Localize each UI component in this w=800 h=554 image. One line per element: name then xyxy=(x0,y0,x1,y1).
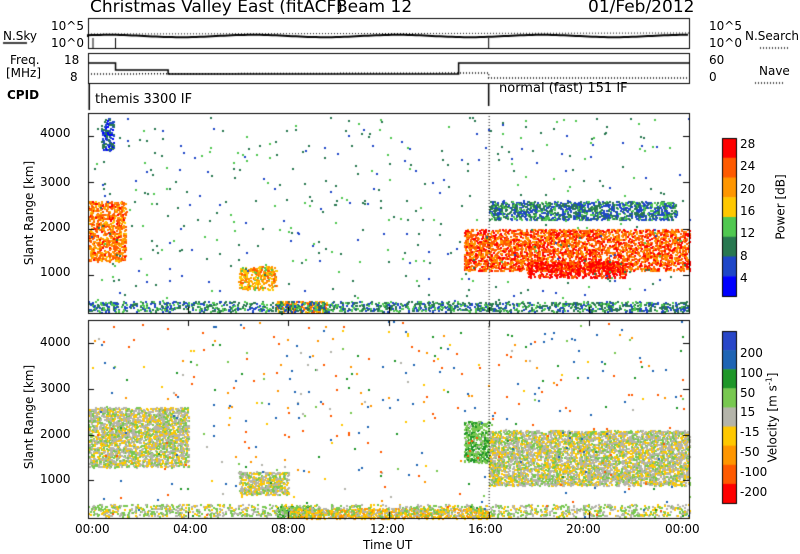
power-cbar-tick-24: 24 xyxy=(740,159,756,173)
xtick-1600: 16:00 xyxy=(468,522,503,536)
freq-label-line1: Freq. xyxy=(10,53,40,67)
power-ytick-3000: 3000 xyxy=(40,175,71,189)
freq-label-line2: [MHz] xyxy=(6,66,42,80)
velocity-cbar-tick-m15: -15 xyxy=(740,425,760,439)
velocity-cbar-tick-m50: -50 xyxy=(740,445,760,459)
freq-tick-top: 18 xyxy=(64,53,80,67)
nsearch-label: N.Search xyxy=(745,29,800,43)
velocity-ytick-2000: 2000 xyxy=(40,427,71,441)
nsky-tick-bottom: 10^0 xyxy=(51,36,84,50)
velocity-cbar-label: Velocity [m s-1] xyxy=(765,373,780,463)
xtick-0000: 00:00 xyxy=(75,522,110,536)
nave-label: Nave xyxy=(759,64,790,78)
x-axis-label: Time UT xyxy=(363,538,413,552)
velocity-ylabel: Slant Range [km] xyxy=(22,364,37,470)
velocity-cbar-tick-100: 100 xyxy=(740,366,763,380)
power-cbar-tick-4: 4 xyxy=(740,271,748,285)
velocity-cbar-tick-m200: -200 xyxy=(740,485,768,499)
velocity-ytick-1000: 1000 xyxy=(40,472,71,486)
power-ytick-1000: 1000 xyxy=(40,265,71,279)
power-cbar-tick-20: 20 xyxy=(740,182,756,196)
velocity-cbar-label-main: Velocity [m s xyxy=(765,385,780,463)
xtick-2000: 20:00 xyxy=(566,522,601,536)
nsky-label: N.Sky xyxy=(3,29,38,43)
nave-tick-bottom: 0 xyxy=(709,70,717,84)
velocity-cbar-tick-15: 15 xyxy=(740,405,756,419)
power-cbar-tick-28: 28 xyxy=(740,137,756,151)
nsearch-tick-bottom: 10^0 xyxy=(709,36,742,50)
power-ytick-2000: 2000 xyxy=(40,220,71,234)
nsky-tick-top: 10^5 xyxy=(51,19,84,33)
plot-title: Christmas Valley East (fitACF) xyxy=(90,0,343,17)
velocity-cbar-tick-50: 50 xyxy=(740,386,756,400)
velocity-ytick-3000: 3000 xyxy=(40,381,71,395)
power-cbar-tick-12: 12 xyxy=(740,226,756,240)
xtick-2400: 00:00 xyxy=(665,522,700,536)
cpid-label: CPID xyxy=(7,88,40,102)
xtick-0800: 08:00 xyxy=(271,522,306,536)
xtick-1200: 12:00 xyxy=(370,522,405,536)
cpid-normal: normal (fast) 151 IF xyxy=(499,81,628,96)
cpid-themis: themis 3300 IF xyxy=(95,92,193,107)
power-cbar-tick-16: 16 xyxy=(740,204,756,218)
velocity-cbar-label-sup: -1 xyxy=(764,377,774,386)
nsearch-tick-top: 10^5 xyxy=(709,19,742,33)
velocity-cbar-label-end: ] xyxy=(765,372,780,378)
velocity-cbar-tick-m100: -100 xyxy=(740,465,768,479)
power-cbar-tick-8: 8 xyxy=(740,249,748,263)
xtick-0400: 04:00 xyxy=(173,522,208,536)
freq-tick-bottom: 8 xyxy=(70,70,78,84)
velocity-cbar-tick-200: 200 xyxy=(740,346,763,360)
power-ylabel: Slant Range [km] xyxy=(22,160,37,266)
beam-label: Beam 12 xyxy=(336,0,413,17)
power-ytick-4000: 4000 xyxy=(40,126,71,140)
power-cbar-label: Power [dB] xyxy=(773,174,788,240)
nave-tick-top: 60 xyxy=(709,53,725,67)
velocity-ytick-4000: 4000 xyxy=(40,335,71,349)
plot-date: 01/Feb/2012 xyxy=(588,0,695,17)
